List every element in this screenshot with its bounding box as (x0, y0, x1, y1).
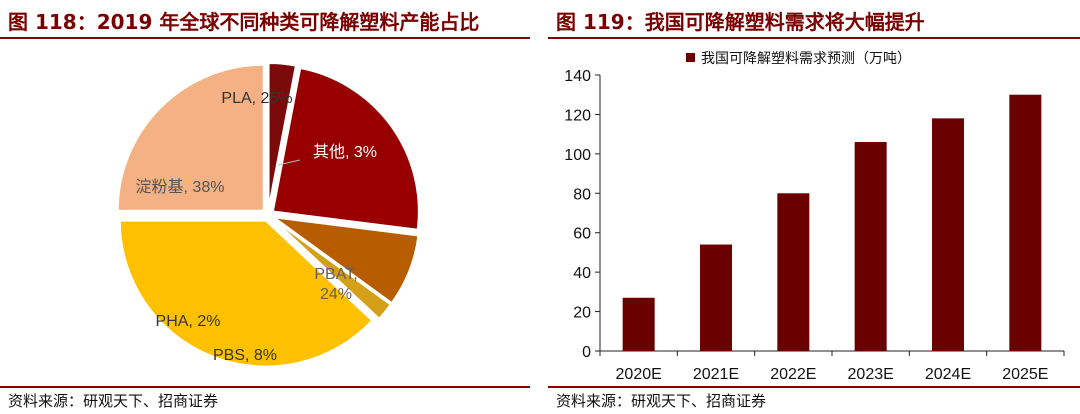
left-title-rule (0, 37, 530, 39)
bar-2023e (854, 142, 887, 351)
y-tick-label: 80 (573, 186, 591, 203)
pie-slice-pha (271, 218, 393, 321)
pie-label-pbat: PBAT, 24% (314, 266, 357, 303)
pie-slice-pla (116, 63, 265, 212)
bar-chart: 0 20 40 60 80 100 120 140 2020E 2021E 2022E 2023E 20… (564, 51, 1065, 383)
y-tick-label: 120 (564, 107, 591, 124)
x-tick-label-2024e: 2024E (925, 366, 971, 383)
pie-label-其他: 其他, 3% (313, 143, 377, 161)
bar-2024e (932, 118, 964, 351)
pie-chart: 其他, 3% PBAT, 24% PBS, 8% PHA, 2% 淀粉基, 38% PLA,… (116, 62, 420, 368)
right-figure-title: 图 119：我国可降解塑料需求将大幅提升 (556, 10, 925, 34)
right-panel: 图 119：我国可降解塑料需求将大幅提升 0 20 40 60 80 100 120 140 2… (548, 0, 1080, 414)
y-tick-label: 140 (564, 68, 591, 85)
right-source-rule (548, 386, 1080, 388)
x-tick-label-2022e: 2022E (770, 366, 816, 383)
pie-slice-pbs (272, 216, 420, 305)
pie-slice-淀粉基 (118, 219, 374, 368)
pie-label-pbs: PBS, 8% (213, 347, 277, 364)
y-tick-label: 40 (573, 265, 591, 282)
bar-2022e (777, 193, 810, 351)
legend-label: 我国可降解塑料需求预测（万吨） (701, 51, 911, 67)
right-source: 资料来源：研观天下、招商证券 (556, 392, 767, 410)
left-source: 资料来源：研观天下、招商证券 (8, 392, 219, 410)
x-tick-label-2023e: 2023E (848, 366, 894, 383)
y-tick-label: 100 (564, 147, 591, 164)
pie-slice-其他 (267, 62, 298, 210)
pie-label-pha: PHA, 2% (156, 313, 221, 330)
left-panel: 图 118：2019 年全球不同种类可降解塑料产能占比 其他, 3% PBAT, 2… (0, 0, 530, 414)
pie-label-pla: PLA, 25% (221, 90, 292, 107)
y-tick-label: 0 (582, 344, 591, 361)
x-tick-label-2020e: 2020E (616, 366, 662, 383)
bar-2021e (700, 244, 732, 351)
legend-swatch (686, 53, 695, 62)
bar-2025e (1009, 94, 1042, 351)
y-tick-label: 20 (573, 305, 591, 322)
x-tick-label-2021e: 2021E (693, 366, 739, 383)
left-source-rule (0, 386, 530, 388)
pie-leader-line (277, 159, 301, 166)
y-tick-label: 60 (573, 226, 591, 243)
bar-2020e (622, 297, 655, 351)
x-tick-label-2025e: 2025E (1002, 366, 1048, 383)
right-title-rule (548, 37, 1080, 39)
pie-slice-pbat (271, 66, 420, 231)
pie-label-淀粉基: 淀粉基, 38% (136, 178, 225, 196)
left-figure-title: 图 118：2019 年全球不同种类可降解塑料产能占比 (8, 10, 480, 34)
